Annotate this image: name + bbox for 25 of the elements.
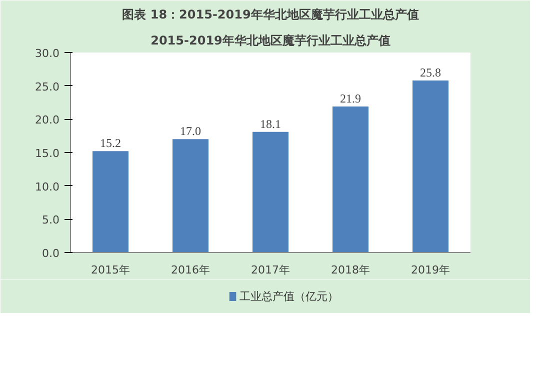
x-tick-label: 2015年 xyxy=(91,264,130,276)
bar xyxy=(332,106,368,252)
y-tick-label: 30.0 xyxy=(35,47,60,60)
x-tick-label: 2019年 xyxy=(411,264,450,276)
text: 15.2 xyxy=(100,136,121,150)
text: 18.1 xyxy=(260,116,281,131)
bar xyxy=(92,151,128,252)
text: 17.0 xyxy=(180,124,201,138)
text: 21.9 xyxy=(340,92,361,106)
y-tick-label: 5.0 xyxy=(42,214,60,227)
chart-title: 2015-2019年华北地区魔芋行业工业总产值 xyxy=(150,34,390,48)
x-tick-label: 2017年 xyxy=(251,264,290,276)
y-tick-label: 0.0 xyxy=(42,247,60,260)
text: 图表 18：2015-2019年华北地区魔芋行业工业总产值 xyxy=(122,8,419,22)
text: 25.8 xyxy=(420,66,441,80)
y-tick-label: 20.0 xyxy=(35,114,60,127)
x-tick-label: 2016年 xyxy=(171,264,210,276)
bar xyxy=(252,132,288,252)
bar xyxy=(172,139,208,252)
y-tick-label: 10.0 xyxy=(35,180,60,194)
bar xyxy=(412,80,448,252)
y-tick-label: 25.0 xyxy=(35,80,60,94)
x-tick-label: 2018年 xyxy=(331,264,370,276)
legend-label: 工业总产值（亿元） xyxy=(240,290,339,303)
y-tick-label: 15.0 xyxy=(35,147,60,160)
